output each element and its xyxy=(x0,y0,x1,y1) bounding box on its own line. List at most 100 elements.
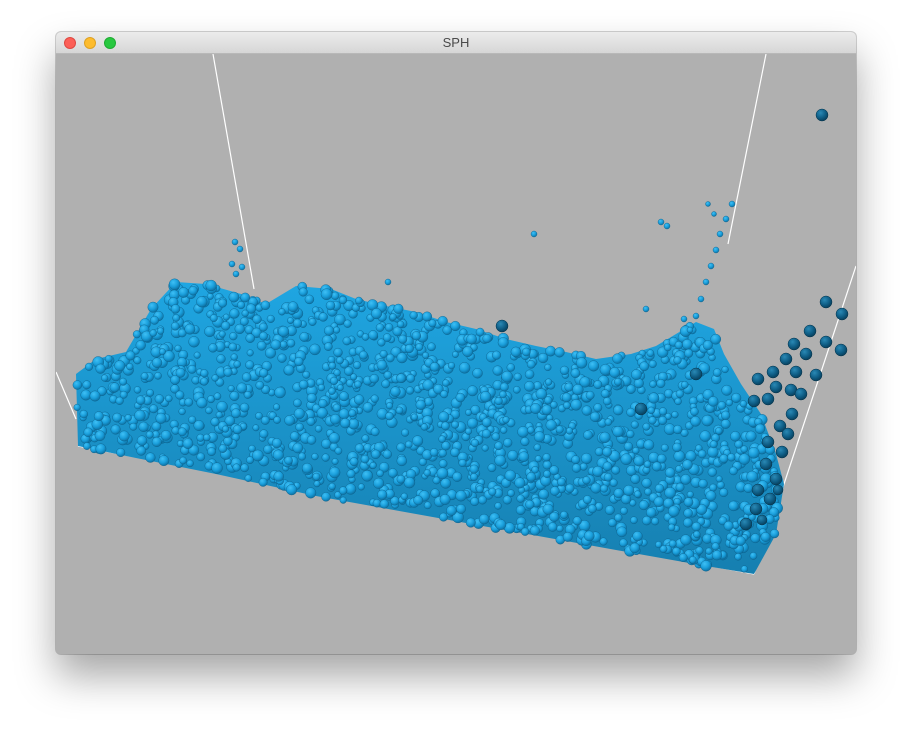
fluid-particle xyxy=(769,529,780,539)
fluid-particle xyxy=(133,356,142,365)
fluid-particle xyxy=(608,518,617,528)
fluid-particle xyxy=(83,442,91,450)
fluid-particle xyxy=(440,477,452,489)
fluid-particle xyxy=(655,541,663,549)
near-particle xyxy=(773,419,787,433)
spray-particle xyxy=(642,305,650,313)
fluid-particle xyxy=(754,423,766,434)
fluid-particle xyxy=(674,341,683,350)
fluid-particle xyxy=(529,525,540,536)
fluid-particle xyxy=(293,398,302,408)
fluid-particle xyxy=(507,450,519,461)
fluid-particle xyxy=(329,376,339,386)
fluid-particle xyxy=(556,477,566,487)
fluid-particle xyxy=(735,535,746,546)
fluid-particle xyxy=(255,412,263,420)
spray-particle xyxy=(228,260,236,268)
fluid-particle xyxy=(343,319,352,328)
fluid-particle xyxy=(593,403,603,412)
fluid-particle xyxy=(501,370,513,383)
fluid-particle xyxy=(604,418,612,426)
fluid-particle xyxy=(85,362,94,371)
fluid-particle xyxy=(306,435,317,445)
fluid-particle xyxy=(237,301,246,310)
fluid-particle xyxy=(556,525,564,533)
fluid-particle xyxy=(218,330,226,338)
fluid-particle xyxy=(560,510,569,519)
near-particle xyxy=(766,365,780,379)
fluid-particle xyxy=(147,301,159,313)
fluid-particle xyxy=(311,453,319,461)
fluid-particle xyxy=(575,357,588,369)
fluid-particle xyxy=(151,357,163,368)
fluid-particle xyxy=(681,338,693,350)
fluid-particle xyxy=(609,367,621,378)
fluid-particle xyxy=(728,500,739,512)
fluid-particle xyxy=(612,426,624,438)
window-title: SPH xyxy=(442,35,470,50)
fluid-particle xyxy=(404,440,413,449)
fluid-particle xyxy=(361,434,370,443)
fluid-particle xyxy=(79,409,88,419)
fluid-particle xyxy=(437,316,448,327)
fluid-particle xyxy=(200,369,209,378)
fluid-particle xyxy=(450,447,460,458)
fluid-particle xyxy=(543,470,551,478)
fluid-particle xyxy=(470,473,478,481)
fluid-particle xyxy=(118,430,130,442)
minimize-button[interactable] xyxy=(84,37,96,49)
fluid-particle xyxy=(376,359,388,371)
fluid-particle xyxy=(646,507,657,518)
fluid-particle xyxy=(317,384,326,392)
fluid-particle xyxy=(385,411,394,421)
fluid-particle xyxy=(520,437,530,447)
fluid-particle xyxy=(680,380,689,389)
fluid-particle xyxy=(491,432,500,441)
fluid-particle xyxy=(659,545,668,553)
spray-particle xyxy=(707,262,715,270)
fluid-particle xyxy=(602,446,612,457)
fluid-particle xyxy=(760,531,771,542)
fluid-particle xyxy=(273,416,281,424)
close-button[interactable] xyxy=(64,37,76,49)
fluid-particle xyxy=(375,323,385,332)
fluid-particle xyxy=(305,487,317,499)
fluid-particle xyxy=(585,390,595,400)
fluid-particle xyxy=(518,451,530,463)
fluid-particle xyxy=(545,378,553,386)
title-bar[interactable]: SPH xyxy=(56,32,856,54)
container-edge xyxy=(727,54,767,245)
fluid-particle xyxy=(292,318,303,328)
fluid-particle xyxy=(245,333,255,343)
fluid-particle xyxy=(642,515,652,526)
zoom-button[interactable] xyxy=(104,37,116,49)
fluid-particle xyxy=(401,428,410,437)
near-particle xyxy=(781,427,795,441)
fluid-particle xyxy=(116,448,126,458)
fluid-particle xyxy=(369,462,377,470)
fluid-particle xyxy=(720,410,731,420)
fluid-particle xyxy=(743,483,754,493)
fluid-particle xyxy=(396,373,406,384)
fluid-particle xyxy=(278,308,286,316)
fluid-particle xyxy=(702,340,713,351)
fluid-particle xyxy=(646,349,655,358)
sph-render-viewport[interactable] xyxy=(56,54,856,654)
fluid-particle xyxy=(293,408,305,420)
fluid-particle xyxy=(632,531,643,542)
fluid-particle xyxy=(227,385,235,393)
fluid-particle xyxy=(175,390,185,400)
fluid-particle xyxy=(494,454,507,467)
fluid-particle xyxy=(716,481,725,490)
fluid-particle xyxy=(648,392,660,404)
fluid-particle xyxy=(196,296,208,308)
fluid-particle xyxy=(135,340,146,351)
fluid-particle xyxy=(376,469,384,478)
fluid-particle xyxy=(379,499,389,509)
fluid-particle xyxy=(320,288,333,300)
fluid-particle xyxy=(396,320,405,328)
fluid-particle xyxy=(664,467,676,478)
fluid-particle xyxy=(170,321,180,331)
fluid-particle xyxy=(740,565,749,573)
fluid-particle xyxy=(422,379,434,391)
